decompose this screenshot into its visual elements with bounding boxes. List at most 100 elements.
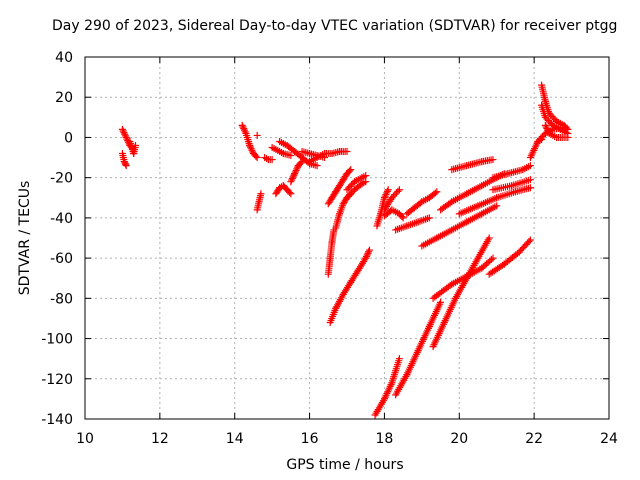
data-point bbox=[347, 189, 355, 197]
data-point bbox=[118, 125, 126, 133]
data-point bbox=[541, 113, 549, 121]
y-tick-label: -120 bbox=[41, 372, 73, 388]
y-tick-label: 0 bbox=[64, 130, 73, 146]
plot-frame bbox=[84, 56, 610, 420]
data-point bbox=[347, 181, 355, 189]
data-point bbox=[489, 156, 497, 164]
data-point bbox=[381, 192, 389, 200]
data-point bbox=[543, 115, 551, 123]
data-point bbox=[544, 126, 552, 134]
y-tick-label: -60 bbox=[50, 251, 73, 267]
data-point bbox=[487, 256, 495, 264]
data-point bbox=[253, 154, 261, 162]
data-point bbox=[362, 253, 370, 261]
data-point bbox=[362, 172, 370, 180]
data-point bbox=[384, 186, 392, 194]
x-tick-label: 18 bbox=[376, 431, 394, 447]
data-point bbox=[246, 141, 254, 149]
data-point bbox=[364, 249, 372, 257]
data-point bbox=[526, 236, 534, 244]
y-tick-label: -80 bbox=[50, 291, 73, 307]
x-tick-labels: 10 12 14 16 18 20 22 24 bbox=[76, 431, 618, 447]
data-point bbox=[363, 251, 371, 259]
data-point bbox=[121, 132, 129, 140]
data-point bbox=[389, 192, 397, 200]
data-point bbox=[122, 162, 130, 170]
data-point bbox=[292, 166, 300, 174]
data-point bbox=[433, 188, 441, 196]
y-tick-label: -100 bbox=[41, 332, 73, 348]
data-point bbox=[298, 158, 306, 166]
y-tick-label: -40 bbox=[50, 211, 73, 227]
data-point bbox=[362, 178, 370, 186]
x-tick-label: 22 bbox=[525, 431, 543, 447]
data-point bbox=[253, 206, 261, 214]
data-point bbox=[534, 137, 542, 145]
data-point bbox=[344, 192, 352, 200]
y-tick-label: 20 bbox=[55, 90, 73, 106]
data-point bbox=[268, 156, 276, 164]
data-point bbox=[383, 189, 391, 197]
data-point bbox=[365, 248, 373, 256]
data-point bbox=[431, 189, 439, 197]
data-point bbox=[288, 176, 296, 184]
data-point bbox=[343, 194, 351, 202]
data-point bbox=[395, 186, 403, 194]
x-tick-label: 12 bbox=[151, 431, 169, 447]
data-point bbox=[489, 254, 497, 262]
data-point bbox=[399, 214, 407, 222]
data-point bbox=[382, 191, 390, 199]
chart-title: Day 290 of 2023, Sidereal Day-to-day VTE… bbox=[52, 18, 618, 34]
data-point bbox=[291, 168, 299, 176]
y-tick-labels: -140 -120 -100 -80 -60 -40 -20 0 20 40 bbox=[41, 50, 73, 428]
y-tick-label: -140 bbox=[41, 412, 73, 428]
data-point bbox=[286, 188, 294, 196]
data-point bbox=[388, 194, 396, 202]
data-point bbox=[289, 173, 297, 181]
y-tick-label: -20 bbox=[50, 171, 73, 187]
data-point bbox=[241, 128, 249, 136]
data-point bbox=[392, 189, 400, 197]
x-axis-label: GPS time / hours bbox=[286, 457, 404, 473]
data-point bbox=[485, 234, 493, 242]
x-tick-label: 10 bbox=[76, 431, 94, 447]
data-point bbox=[542, 123, 550, 131]
data-point bbox=[546, 118, 554, 126]
data-point bbox=[290, 171, 298, 179]
data-point bbox=[293, 165, 301, 173]
data-point bbox=[394, 187, 402, 195]
data-point bbox=[547, 111, 555, 119]
data-point bbox=[437, 298, 445, 306]
data-points bbox=[118, 81, 572, 419]
data-point bbox=[253, 131, 261, 139]
data-point bbox=[346, 191, 354, 199]
data-point bbox=[247, 145, 255, 153]
data-point bbox=[345, 167, 353, 175]
data-point bbox=[383, 187, 391, 195]
data-point bbox=[297, 159, 305, 167]
data-point bbox=[313, 162, 321, 170]
data-point bbox=[398, 213, 406, 221]
data-point bbox=[240, 125, 248, 133]
data-point bbox=[343, 186, 351, 194]
data-point bbox=[121, 130, 129, 138]
data-point bbox=[132, 141, 140, 149]
data-point bbox=[287, 152, 295, 160]
data-point bbox=[395, 355, 403, 363]
data-point bbox=[120, 129, 128, 137]
data-point bbox=[425, 214, 433, 222]
data-point bbox=[287, 178, 295, 186]
data-point bbox=[288, 174, 296, 182]
data-point bbox=[446, 282, 454, 290]
data-point bbox=[362, 254, 370, 262]
axis-ticks bbox=[84, 56, 610, 420]
data-point bbox=[526, 176, 534, 184]
data-point bbox=[493, 202, 501, 210]
data-point bbox=[240, 126, 248, 134]
data-point bbox=[526, 162, 534, 170]
data-point bbox=[248, 146, 256, 154]
data-point bbox=[246, 143, 254, 151]
data-point bbox=[119, 127, 127, 135]
data-point bbox=[344, 184, 352, 192]
